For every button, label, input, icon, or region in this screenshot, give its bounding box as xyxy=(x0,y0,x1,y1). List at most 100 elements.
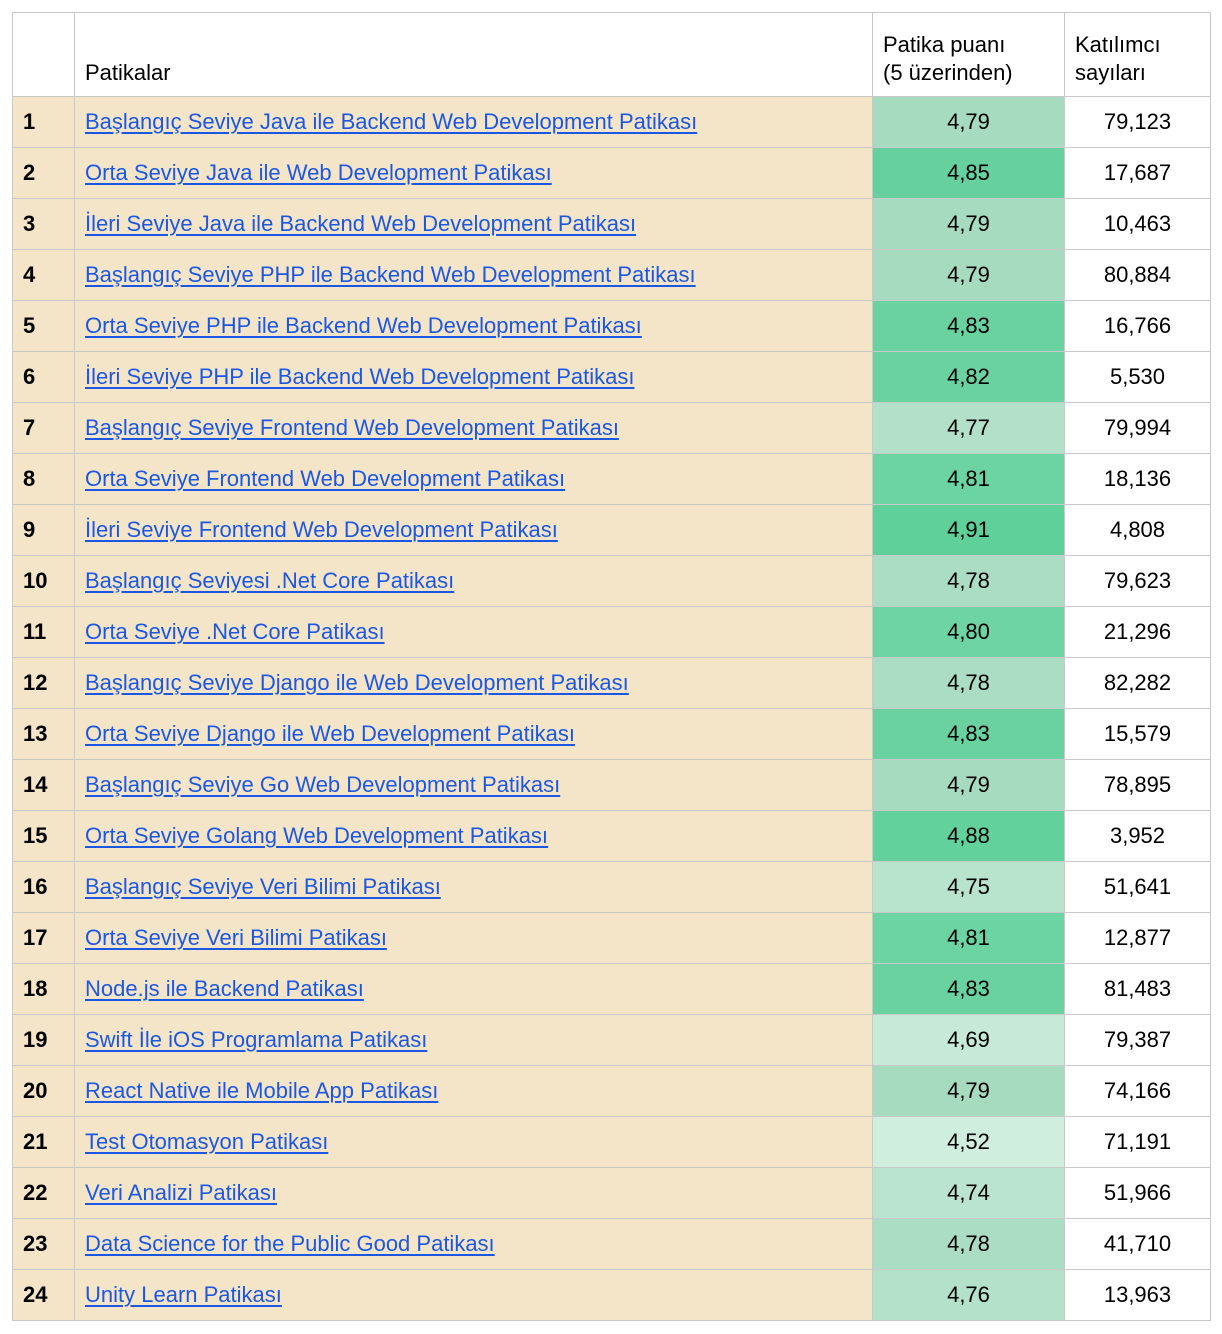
header-index-cell xyxy=(12,12,75,97)
score-cell: 4,79 xyxy=(872,759,1065,811)
path-cell: Orta Seviye Golang Web Development Patik… xyxy=(74,810,873,862)
participants-cell: 10,463 xyxy=(1064,198,1211,250)
path-link[interactable]: Data Science for the Public Good Patikas… xyxy=(85,1231,495,1256)
participants-cell: 82,282 xyxy=(1064,657,1211,709)
path-link[interactable]: Başlangıç Seviye Java ile Backend Web De… xyxy=(85,109,698,134)
score-cell: 4,91 xyxy=(872,504,1065,556)
table-row: 14 Başlangıç Seviye Go Web Development P… xyxy=(12,759,1211,811)
score-cell: 4,83 xyxy=(872,708,1065,760)
path-cell: Başlangıç Seviye Frontend Web Developmen… xyxy=(74,402,873,454)
score-cell: 4,78 xyxy=(872,657,1065,709)
participants-cell: 15,579 xyxy=(1064,708,1211,760)
participants-cell: 79,123 xyxy=(1064,96,1211,148)
path-cell: Orta Seviye Frontend Web Development Pat… xyxy=(74,453,873,505)
score-cell: 4,81 xyxy=(872,912,1065,964)
score-cell: 4,79 xyxy=(872,1065,1065,1117)
path-link[interactable]: Unity Learn Patikası xyxy=(85,1282,282,1307)
table-row: 22 Veri Analizi Patikası 4,74 51,966 xyxy=(12,1167,1211,1219)
participants-cell: 41,710 xyxy=(1064,1218,1211,1270)
path-link[interactable]: React Native ile Mobile App Patikası xyxy=(85,1078,439,1103)
path-link[interactable]: Orta Seviye Veri Bilimi Patikası xyxy=(85,925,387,950)
path-cell: Orta Seviye Veri Bilimi Patikası xyxy=(74,912,873,964)
path-link[interactable]: Veri Analizi Patikası xyxy=(85,1180,277,1205)
path-link[interactable]: Swift İle iOS Programlama Patikası xyxy=(85,1027,428,1052)
table-row: 20 React Native ile Mobile App Patikası … xyxy=(12,1065,1211,1117)
path-link[interactable]: İleri Seviye PHP ile Backend Web Develop… xyxy=(85,364,635,389)
header-katilimci-sayilari: Katılımcı sayıları xyxy=(1064,12,1211,97)
path-link[interactable]: Orta Seviye Django ile Web Development P… xyxy=(85,721,575,746)
path-cell: Başlangıç Seviye Go Web Development Pati… xyxy=(74,759,873,811)
row-number: 13 xyxy=(12,708,75,760)
path-link[interactable]: Başlangıç Seviye Frontend Web Developmen… xyxy=(85,415,619,440)
path-link[interactable]: Orta Seviye Java ile Web Development Pat… xyxy=(85,160,552,185)
score-cell: 4,80 xyxy=(872,606,1065,658)
table-row: 17 Orta Seviye Veri Bilimi Patikası 4,81… xyxy=(12,912,1211,964)
path-link[interactable]: Orta Seviye .Net Core Patikası xyxy=(85,619,385,644)
score-cell: 4,88 xyxy=(872,810,1065,862)
path-cell: Orta Seviye PHP ile Backend Web Developm… xyxy=(74,300,873,352)
path-cell: Orta Seviye Django ile Web Development P… xyxy=(74,708,873,760)
path-link[interactable]: Orta Seviye PHP ile Backend Web Developm… xyxy=(85,313,642,338)
path-link[interactable]: Başlangıç Seviye Veri Bilimi Patikası xyxy=(85,874,441,899)
score-cell: 4,81 xyxy=(872,453,1065,505)
path-link[interactable]: Test Otomasyon Patikası xyxy=(85,1129,329,1154)
table-row: 2 Orta Seviye Java ile Web Development P… xyxy=(12,147,1211,199)
path-link[interactable]: Başlangıç Seviye Go Web Development Pati… xyxy=(85,772,561,797)
participants-cell: 79,387 xyxy=(1064,1014,1211,1066)
participants-cell: 71,191 xyxy=(1064,1116,1211,1168)
path-link[interactable]: Başlangıç Seviyesi .Net Core Patikası xyxy=(85,568,455,593)
participants-cell: 17,687 xyxy=(1064,147,1211,199)
row-number: 2 xyxy=(12,147,75,199)
row-number: 23 xyxy=(12,1218,75,1270)
table-row: 8 Orta Seviye Frontend Web Development P… xyxy=(12,453,1211,505)
participants-cell: 51,641 xyxy=(1064,861,1211,913)
patika-ratings-table: Patikalar Patika puanı (5 üzerinden) Kat… xyxy=(12,12,1211,1321)
participants-cell: 79,994 xyxy=(1064,402,1211,454)
header-row: Patikalar Patika puanı (5 üzerinden) Kat… xyxy=(12,12,1211,97)
path-cell: İleri Seviye PHP ile Backend Web Develop… xyxy=(74,351,873,403)
participants-cell: 3,952 xyxy=(1064,810,1211,862)
path-cell: Swift İle iOS Programlama Patikası xyxy=(74,1014,873,1066)
row-number: 21 xyxy=(12,1116,75,1168)
path-link[interactable]: Başlangıç Seviye Django ile Web Developm… xyxy=(85,670,629,695)
path-link[interactable]: Başlangıç Seviye PHP ile Backend Web Dev… xyxy=(85,262,696,287)
participants-cell: 51,966 xyxy=(1064,1167,1211,1219)
path-cell: Unity Learn Patikası xyxy=(74,1269,873,1321)
path-cell: Data Science for the Public Good Patikas… xyxy=(74,1218,873,1270)
score-cell: 4,69 xyxy=(872,1014,1065,1066)
row-number: 11 xyxy=(12,606,75,658)
path-link[interactable]: Node.js ile Backend Patikası xyxy=(85,976,364,1001)
path-cell: İleri Seviye Java ile Backend Web Develo… xyxy=(74,198,873,250)
score-cell: 4,77 xyxy=(872,402,1065,454)
score-cell: 4,82 xyxy=(872,351,1065,403)
row-number: 8 xyxy=(12,453,75,505)
table-row: 13 Orta Seviye Django ile Web Developmen… xyxy=(12,708,1211,760)
path-link[interactable]: Orta Seviye Golang Web Development Patik… xyxy=(85,823,549,848)
row-number: 4 xyxy=(12,249,75,301)
score-cell: 4,74 xyxy=(872,1167,1065,1219)
path-cell: Orta Seviye .Net Core Patikası xyxy=(74,606,873,658)
path-cell: Node.js ile Backend Patikası xyxy=(74,963,873,1015)
row-number: 16 xyxy=(12,861,75,913)
participants-cell: 13,963 xyxy=(1064,1269,1211,1321)
row-number: 19 xyxy=(12,1014,75,1066)
path-link[interactable]: İleri Seviye Frontend Web Development Pa… xyxy=(85,517,558,542)
participants-cell: 80,884 xyxy=(1064,249,1211,301)
row-number: 6 xyxy=(12,351,75,403)
score-cell: 4,79 xyxy=(872,96,1065,148)
table-row: 24 Unity Learn Patikası 4,76 13,963 xyxy=(12,1269,1211,1321)
row-number: 10 xyxy=(12,555,75,607)
table-row: 15 Orta Seviye Golang Web Development Pa… xyxy=(12,810,1211,862)
row-number: 17 xyxy=(12,912,75,964)
table-row: 7 Başlangıç Seviye Frontend Web Developm… xyxy=(12,402,1211,454)
participants-cell: 4,808 xyxy=(1064,504,1211,556)
table-row: 3 İleri Seviye Java ile Backend Web Deve… xyxy=(12,198,1211,250)
row-number: 12 xyxy=(12,657,75,709)
path-link[interactable]: Orta Seviye Frontend Web Development Pat… xyxy=(85,466,566,491)
path-link[interactable]: İleri Seviye Java ile Backend Web Develo… xyxy=(85,211,637,236)
participants-cell: 81,483 xyxy=(1064,963,1211,1015)
row-number: 1 xyxy=(12,96,75,148)
row-number: 24 xyxy=(12,1269,75,1321)
row-number: 22 xyxy=(12,1167,75,1219)
row-number: 15 xyxy=(12,810,75,862)
